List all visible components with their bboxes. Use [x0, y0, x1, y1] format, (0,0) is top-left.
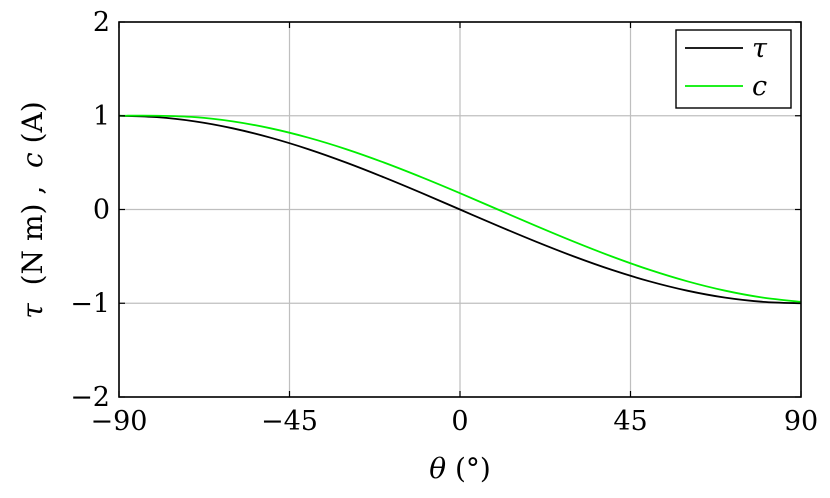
y-axis-symbol-tau: τ	[16, 303, 49, 319]
x-axis-unit: (°)	[455, 452, 491, 485]
y-tick-label-2: 0	[93, 195, 110, 226]
y-tick-label-1: −1	[70, 288, 110, 319]
x-tick-label-3: 45	[613, 406, 647, 437]
x-tick-labels: −90 −45 0 45 90	[91, 406, 819, 437]
y-axis-unit-tau: (N m) ,	[16, 177, 49, 294]
y-axis-label: τ (N m) , c (A)	[16, 101, 49, 318]
legend: τ c	[675, 29, 792, 109]
series-line-0	[118, 114, 802, 305]
x-axis-label: θ (°)	[429, 452, 491, 485]
x-tick-label-2: 0	[451, 406, 468, 437]
y-tick-label-4: 2	[93, 7, 110, 38]
series-line-1	[118, 114, 802, 303]
y-tick-label-0: −2	[70, 382, 110, 413]
x-tick-label-1: −45	[261, 406, 318, 437]
series-lines	[118, 114, 802, 305]
x-tick-label-0: −90	[91, 406, 148, 437]
legend-label-tau: τ	[752, 33, 768, 64]
legend-box	[675, 29, 792, 109]
y-tick-label-3: 1	[93, 101, 110, 132]
y-tick-labels: −2 −1 0 1 2	[70, 7, 110, 413]
x-axis-symbol: θ	[429, 452, 446, 485]
y-axis-unit-c: (A)	[16, 101, 49, 143]
x-tick-label-4: 90	[784, 406, 818, 437]
tick-marks	[118, 21, 802, 398]
y-axis-symbol-c: c	[16, 152, 49, 168]
legend-label-c: c	[752, 71, 767, 102]
